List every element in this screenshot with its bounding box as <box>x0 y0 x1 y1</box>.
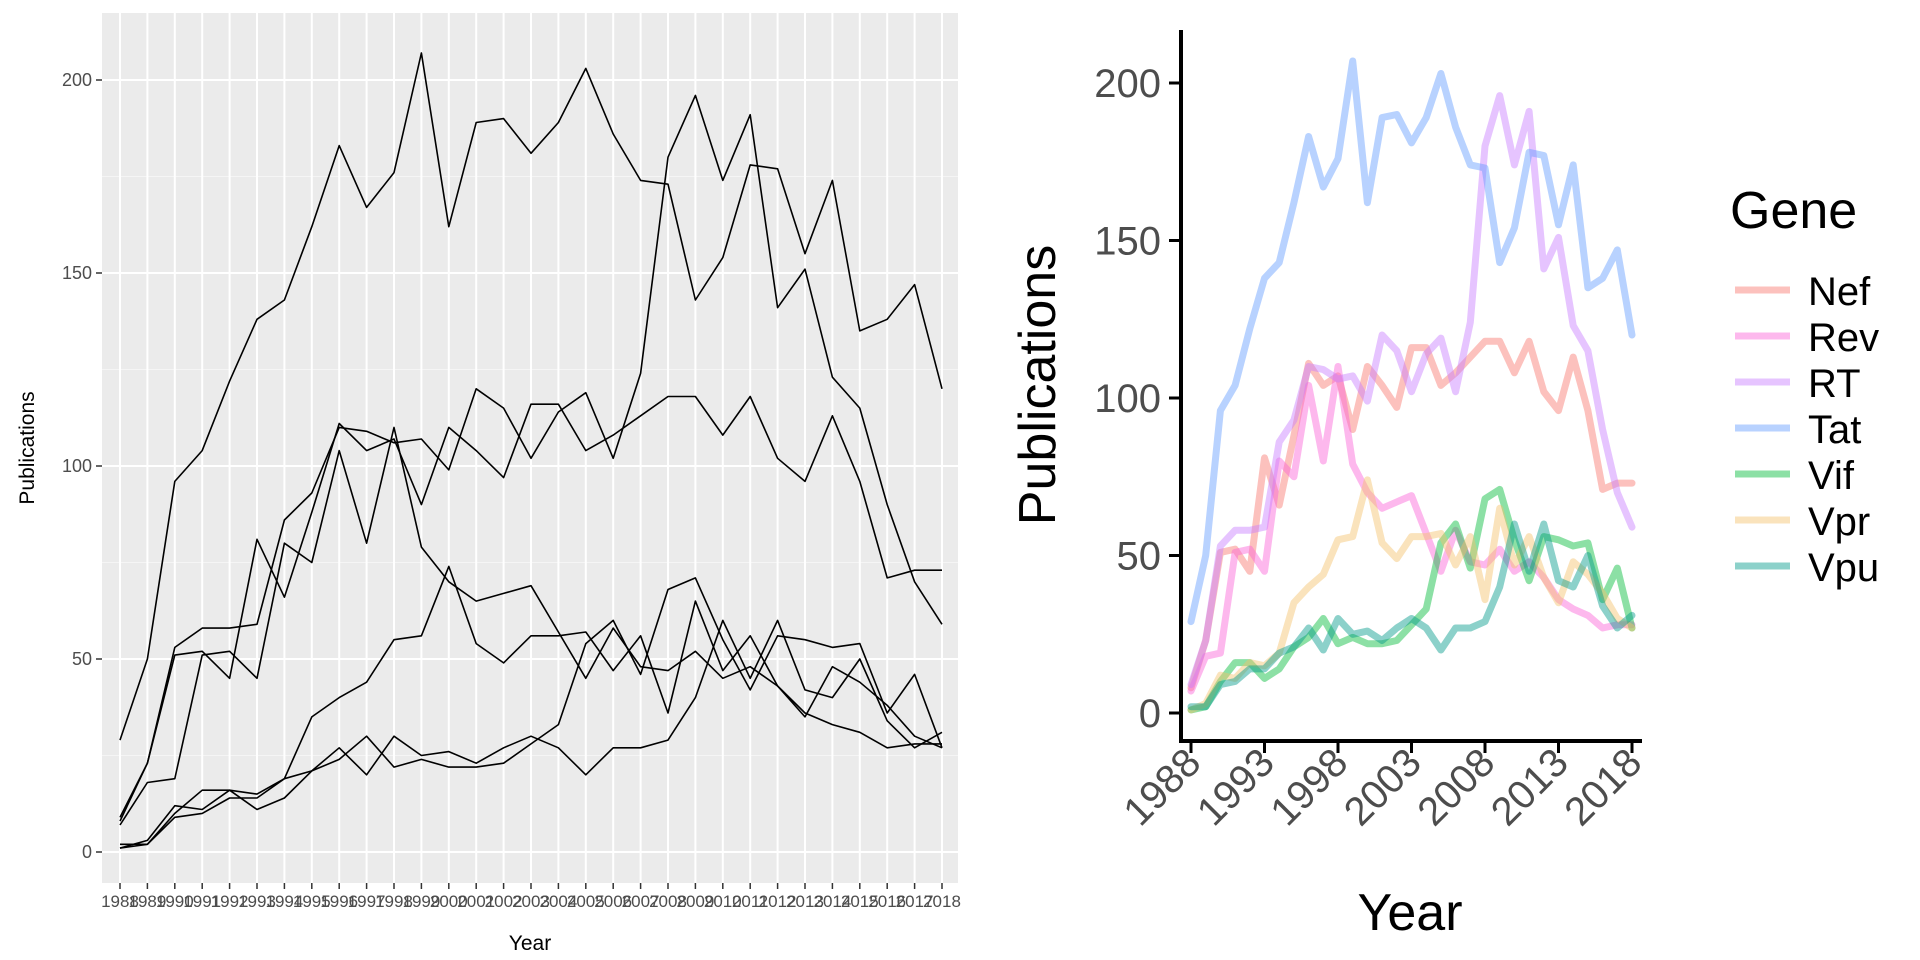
left-series-line-vpr <box>119 565 943 849</box>
right-x-axis-title: Year <box>1357 884 1462 942</box>
left-y-tick-label: 100 <box>62 456 92 476</box>
right-series-line-vpu <box>1187 520 1636 711</box>
left-x-tick-label: 1992 <box>211 892 249 911</box>
right-x-tick-label: 2018 <box>1556 740 1650 834</box>
right-chart-panel: 0 50 100 150 200 198819931998200320082013201… <box>1009 30 1879 942</box>
right-y-tick-label: 200 <box>1094 62 1161 106</box>
left-x-tick-label: 1993 <box>238 892 276 911</box>
left-x-tick-label: 1991 <box>183 892 221 911</box>
right-x-tick-label: 1993 <box>1189 740 1283 834</box>
left-x-tick-label: 2006 <box>594 892 632 911</box>
left-y-tick-label: 50 <box>72 649 92 669</box>
left-y-axis-ticks: 0 50 100 150 200 <box>62 70 102 862</box>
left-y-axis-title: Publications <box>16 391 39 504</box>
legend-label-rt: RT <box>1808 362 1861 406</box>
legend-label-rev: Rev <box>1808 316 1879 360</box>
left-x-tick-label: 2002 <box>485 892 523 911</box>
legend-label-nef: Nef <box>1808 270 1871 314</box>
left-series-line-tat <box>119 52 943 741</box>
left-x-tick-label: 2001 <box>457 892 495 911</box>
left-gridlines <box>102 13 958 883</box>
right-y-tick-label: 100 <box>1094 377 1161 421</box>
left-x-tick-label: 2011 <box>732 892 769 911</box>
right-series-line-rt <box>1187 92 1636 689</box>
legend-label-vpr: Vpr <box>1808 500 1870 544</box>
left-x-tick-label: 2012 <box>759 892 797 911</box>
left-x-tick-label: 2005 <box>567 892 605 911</box>
left-series-line-rev <box>119 426 942 826</box>
left-x-tick-label: 1997 <box>348 892 386 911</box>
right-series-line-vpr <box>1187 476 1636 714</box>
left-x-tick-label: 2007 <box>622 892 660 911</box>
right-x-tick-label: 1998 <box>1262 740 1356 834</box>
left-x-tick-label: 1996 <box>320 892 358 911</box>
left-x-axis-title: Year <box>509 932 551 955</box>
right-x-tick-label: 1988 <box>1115 740 1209 834</box>
left-x-tick-label: 2003 <box>512 892 550 911</box>
left-x-tick-label: 2010 <box>704 892 742 911</box>
right-y-axis-ticks: 0 50 100 150 200 <box>1094 62 1181 736</box>
left-x-tick-label: 2013 <box>786 892 824 911</box>
left-x-tick-label: 2016 <box>868 892 906 911</box>
legend-title: Gene <box>1730 182 1857 240</box>
right-x-tick-label: 2008 <box>1409 740 1503 834</box>
legend-label-vpu: Vpu <box>1808 546 1879 590</box>
left-x-tick-label: 2009 <box>676 892 714 911</box>
legend-label-tat: Tat <box>1808 408 1861 452</box>
left-x-tick-label: 1999 <box>402 892 440 911</box>
left-series-line-nef <box>119 395 942 822</box>
left-x-tick-label: 2004 <box>539 892 577 911</box>
right-series-line-vif <box>1187 485 1636 714</box>
right-y-axis-title: Publications <box>1009 245 1067 525</box>
left-y-tick-label: 0 <box>82 842 92 862</box>
legend-label-vif: Vif <box>1808 454 1855 498</box>
left-x-tick-label: 2008 <box>649 892 687 911</box>
left-x-axis-ticks: 1988198919901991199219931994199519961997… <box>101 883 961 911</box>
left-x-tick-label: 1990 <box>156 892 194 911</box>
left-series-lines <box>119 52 943 849</box>
right-x-tick-label: 2013 <box>1483 740 1577 834</box>
left-x-tick-label: 1988 <box>101 892 139 911</box>
left-x-tick-label: 2014 <box>813 892 851 911</box>
left-y-tick-label: 200 <box>62 70 92 90</box>
left-x-tick-label: 1998 <box>375 892 413 911</box>
right-series-line-rev <box>1187 363 1636 695</box>
right-series-line-nef <box>1187 337 1636 692</box>
left-series-line-vpu <box>120 619 943 846</box>
left-x-tick-label: 2000 <box>430 892 468 911</box>
right-series-lines <box>1187 57 1636 714</box>
right-y-tick-label: 150 <box>1094 220 1161 264</box>
left-x-tick-label: 1994 <box>265 892 303 911</box>
left-x-tick-label: 2018 <box>923 892 961 911</box>
left-series-line-vif <box>119 577 943 849</box>
left-series-line-rt <box>119 94 943 818</box>
right-y-tick-label: 0 <box>1139 692 1161 736</box>
left-x-tick-label: 2017 <box>896 892 934 911</box>
left-x-tick-label: 1995 <box>293 892 331 911</box>
right-y-tick-label: 50 <box>1117 535 1162 579</box>
right-x-tick-label: 2003 <box>1336 740 1430 834</box>
right-series-line-tat <box>1187 57 1636 626</box>
left-x-tick-label: 1989 <box>128 892 166 911</box>
left-x-tick-label: 2015 <box>841 892 879 911</box>
left-y-tick-label: 150 <box>62 263 92 283</box>
